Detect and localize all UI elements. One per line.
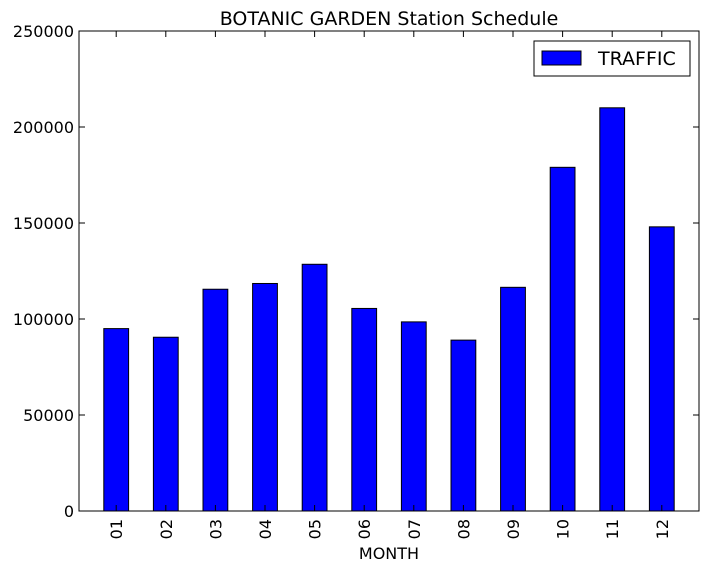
x-tick-label-11: 11 <box>603 519 622 539</box>
y-tick-label-250000: 250000 <box>13 22 74 41</box>
y-tick-label-0: 0 <box>64 502 74 521</box>
x-tick-label-10: 10 <box>554 519 573 539</box>
y-axis-ticks: 0 50000 100000 150000 200000 250000 <box>13 22 699 521</box>
bar-01 <box>103 328 130 512</box>
bars-group <box>103 107 675 512</box>
x-tick-label-01: 01 <box>107 519 126 539</box>
x-tick-label-02: 02 <box>157 519 176 539</box>
bar-10 <box>549 166 576 512</box>
x-axis-ticks: 01 02 03 04 05 06 07 08 09 10 11 12 <box>107 31 672 539</box>
bar-08 <box>450 339 477 512</box>
legend-label: TRAFFIC <box>597 48 676 70</box>
y-tick-label-100000: 100000 <box>13 310 74 329</box>
bar-07 <box>400 321 427 512</box>
x-tick-label-09: 09 <box>504 519 523 539</box>
x-axis-label: MONTH <box>359 544 419 563</box>
bar-11 <box>599 107 626 512</box>
x-tick-label-05: 05 <box>306 519 325 539</box>
bar-12 <box>648 226 675 512</box>
x-tick-label-04: 04 <box>256 519 275 539</box>
x-tick-label-06: 06 <box>355 519 374 539</box>
bar-02 <box>152 336 179 512</box>
y-tick-label-150000: 150000 <box>13 214 74 233</box>
bar-06 <box>351 307 378 512</box>
y-tick-label-50000: 50000 <box>23 406 74 425</box>
legend-swatch <box>541 50 582 66</box>
x-tick-label-03: 03 <box>206 519 225 539</box>
plot-area-frame <box>78 30 700 512</box>
bar-04 <box>252 282 278 512</box>
chart-title: BOTANIC GARDEN Station Schedule <box>220 8 559 30</box>
x-tick-label-08: 08 <box>454 519 473 539</box>
legend: TRAFFIC <box>533 40 691 77</box>
y-tick-label-200000: 200000 <box>13 118 74 137</box>
x-tick-label-07: 07 <box>405 519 424 539</box>
bar-03 <box>202 288 229 512</box>
bar-05 <box>301 263 328 512</box>
x-tick-label-12: 12 <box>653 519 672 539</box>
bar-09 <box>500 286 526 512</box>
